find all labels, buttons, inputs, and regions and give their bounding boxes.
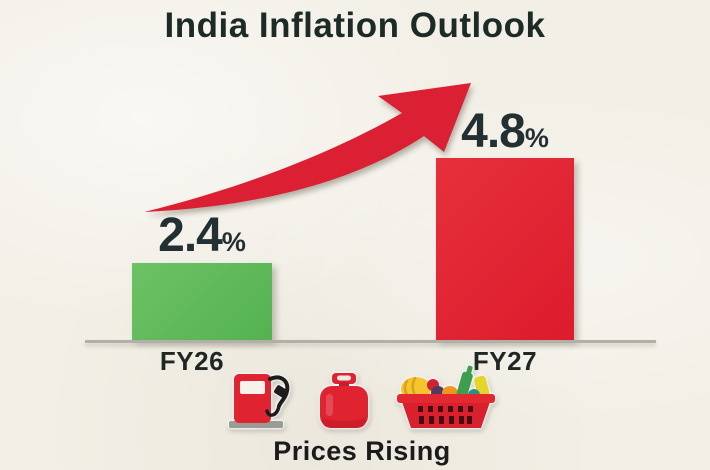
- grocery-basket-icon: [397, 365, 495, 428]
- percent-sign: %: [524, 123, 549, 153]
- price-drivers-footer: Prices Rising: [7, 365, 710, 467]
- rising-trend-arrow-icon: [144, 83, 471, 212]
- x-axis-line: [85, 340, 656, 343]
- x-axis-label-fy26: FY26: [159, 346, 225, 376]
- x-axis-label-fy27: FY27: [472, 346, 538, 376]
- caption: Prices Rising: [273, 436, 451, 466]
- page-title: India Inflation Outlook: [164, 6, 546, 45]
- value-label-fy27: 4.8%: [436, 108, 574, 162]
- value-number: 4.8: [461, 105, 526, 158]
- value-number: 2.4: [158, 209, 223, 262]
- price-drivers-icon-row: [224, 365, 500, 430]
- value-label-fy26: 2.4%: [132, 212, 272, 266]
- bar-fy27: [436, 158, 574, 340]
- fuel-pump-icon: [229, 374, 290, 428]
- percent-sign: %: [221, 227, 246, 257]
- bar-fy26: [132, 263, 272, 340]
- gas-cylinder-icon: [320, 373, 368, 428]
